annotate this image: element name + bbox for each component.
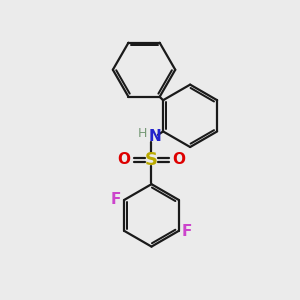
Text: O: O — [172, 152, 185, 167]
Text: S: S — [145, 151, 158, 169]
Text: F: F — [182, 224, 192, 239]
Text: H: H — [138, 127, 147, 140]
Text: O: O — [118, 152, 130, 167]
Text: F: F — [111, 192, 121, 207]
Text: N: N — [149, 128, 161, 143]
